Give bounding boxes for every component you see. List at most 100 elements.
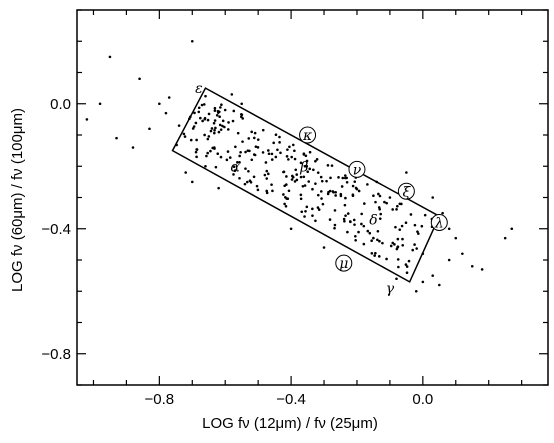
- data-point: [195, 138, 198, 142]
- data-point: [184, 171, 187, 174]
- data-point: [200, 103, 204, 107]
- data-point: [389, 244, 393, 248]
- data-point: [376, 229, 380, 233]
- data-point: [219, 128, 223, 131]
- data-point: [385, 257, 388, 261]
- data-point: [470, 264, 474, 268]
- data-point: [316, 206, 320, 209]
- data-point: [311, 187, 314, 191]
- data-point: [213, 146, 216, 149]
- data-point: [304, 209, 307, 213]
- data-point: [510, 227, 514, 231]
- data-point: [404, 263, 408, 266]
- data-point: [383, 200, 386, 204]
- data-point: [238, 176, 241, 180]
- data-point: [415, 247, 418, 250]
- data-point: [246, 149, 250, 152]
- data-point: [401, 237, 404, 241]
- region-label: ξ: [403, 184, 412, 200]
- x-axis-label: LOG fν (12μm) / fν (25μm): [202, 415, 378, 432]
- x-tick-label: −0.8: [145, 391, 175, 408]
- data-point: [283, 184, 286, 188]
- data-point: [388, 196, 392, 199]
- data-point: [346, 230, 349, 234]
- region-label: μ: [339, 256, 348, 272]
- data-point: [325, 179, 328, 183]
- data-point: [287, 189, 291, 193]
- data-point: [372, 194, 375, 197]
- data-point: [345, 180, 349, 184]
- data-point: [316, 193, 320, 197]
- data-point: [238, 154, 241, 158]
- data-point: [319, 175, 323, 179]
- data-point: [404, 221, 408, 224]
- data-point: [299, 193, 303, 197]
- data-point: [98, 102, 102, 106]
- data-point: [284, 204, 288, 208]
- data-point: [346, 212, 350, 215]
- data-point: [416, 230, 419, 233]
- data-point: [334, 194, 337, 197]
- data-point: [193, 111, 196, 115]
- data-point: [316, 171, 320, 174]
- data-point: [203, 133, 206, 137]
- region-label: α: [230, 159, 240, 175]
- data-point: [207, 112, 211, 116]
- data-point: [372, 236, 375, 240]
- data-point: [378, 217, 382, 220]
- data-point: [264, 161, 268, 164]
- data-point: [294, 168, 298, 172]
- axis-ticks: [77, 9, 548, 386]
- data-point: [213, 129, 216, 132]
- data-point: [232, 173, 235, 176]
- data-point: [378, 207, 381, 211]
- data-point: [278, 135, 281, 139]
- data-point: [216, 109, 220, 113]
- data-point: [400, 224, 404, 228]
- data-point: [308, 150, 312, 154]
- data-point: [252, 136, 256, 140]
- data-point: [286, 197, 290, 201]
- data-point: [190, 39, 194, 43]
- data-point: [164, 111, 168, 115]
- data-point: [265, 169, 269, 173]
- data-point: [370, 252, 374, 255]
- data-point: [342, 217, 346, 221]
- data-point: [311, 214, 314, 217]
- data-point: [206, 151, 209, 155]
- data-point: [175, 143, 178, 147]
- y-tick-label: −0.8: [41, 346, 71, 363]
- data-point: [216, 152, 220, 156]
- data-point: [194, 121, 198, 125]
- data-point: [209, 129, 213, 133]
- data-point: [306, 170, 310, 174]
- data-point: [375, 180, 379, 184]
- data-point: [255, 184, 259, 188]
- data-point: [395, 277, 398, 281]
- data-point: [274, 155, 278, 159]
- data-point: [285, 175, 288, 178]
- region-label: ν: [353, 162, 362, 178]
- data-point: [284, 195, 287, 199]
- data-point: [337, 176, 340, 179]
- data-point: [206, 137, 210, 141]
- data-point: [360, 222, 363, 226]
- data-point: [192, 125, 196, 128]
- data-point: [213, 131, 216, 135]
- data-point: [244, 167, 247, 170]
- data-point: [343, 176, 347, 180]
- data-point: [441, 211, 444, 215]
- data-point: [354, 238, 357, 242]
- data-point: [344, 196, 347, 200]
- data-point: [213, 109, 217, 112]
- data-point: [315, 158, 319, 161]
- data-point: [413, 223, 417, 227]
- data-point: [252, 153, 256, 156]
- data-point: [299, 175, 303, 179]
- data-point: [370, 239, 373, 242]
- data-point: [241, 140, 244, 143]
- data-point: [223, 125, 226, 129]
- data-point: [431, 274, 435, 277]
- y-tick-label: −0.4: [41, 221, 71, 238]
- data-point: [395, 247, 399, 251]
